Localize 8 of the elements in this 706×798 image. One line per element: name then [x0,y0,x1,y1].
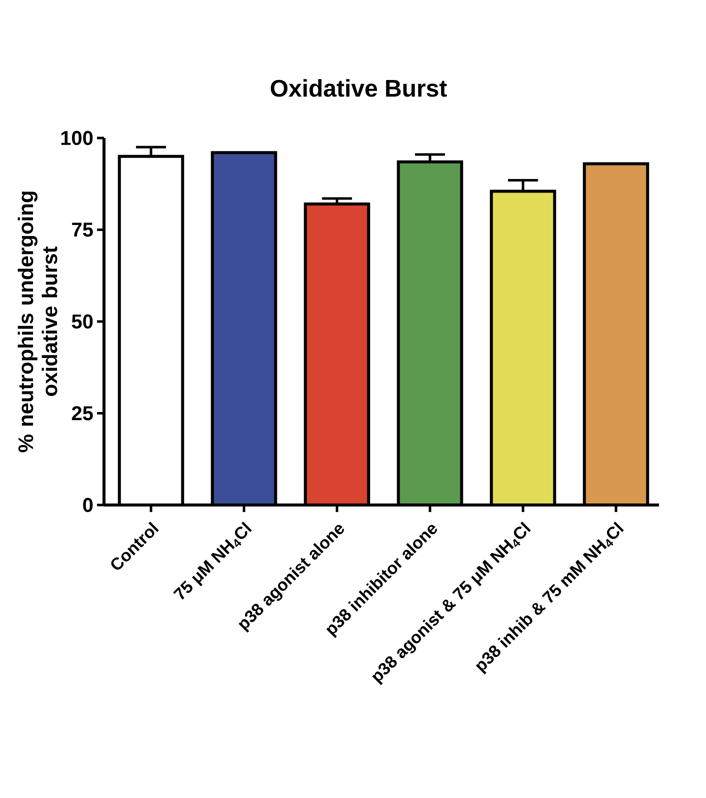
y-tick-label: 50 [72,314,93,329]
y-tick-label: 0 [83,498,93,512]
y-tick-label: 25 [72,406,93,420]
x-tick-label: 75 μM NH$_{4}$Cl [173,522,252,600]
y-tick-label: 100 [61,130,93,146]
y-axis-title: % neutrophils undergoing oxidative burst [18,192,58,452]
y-tick-label: 75 [72,222,93,237]
chart-title: Oxidative Burst [270,79,447,97]
